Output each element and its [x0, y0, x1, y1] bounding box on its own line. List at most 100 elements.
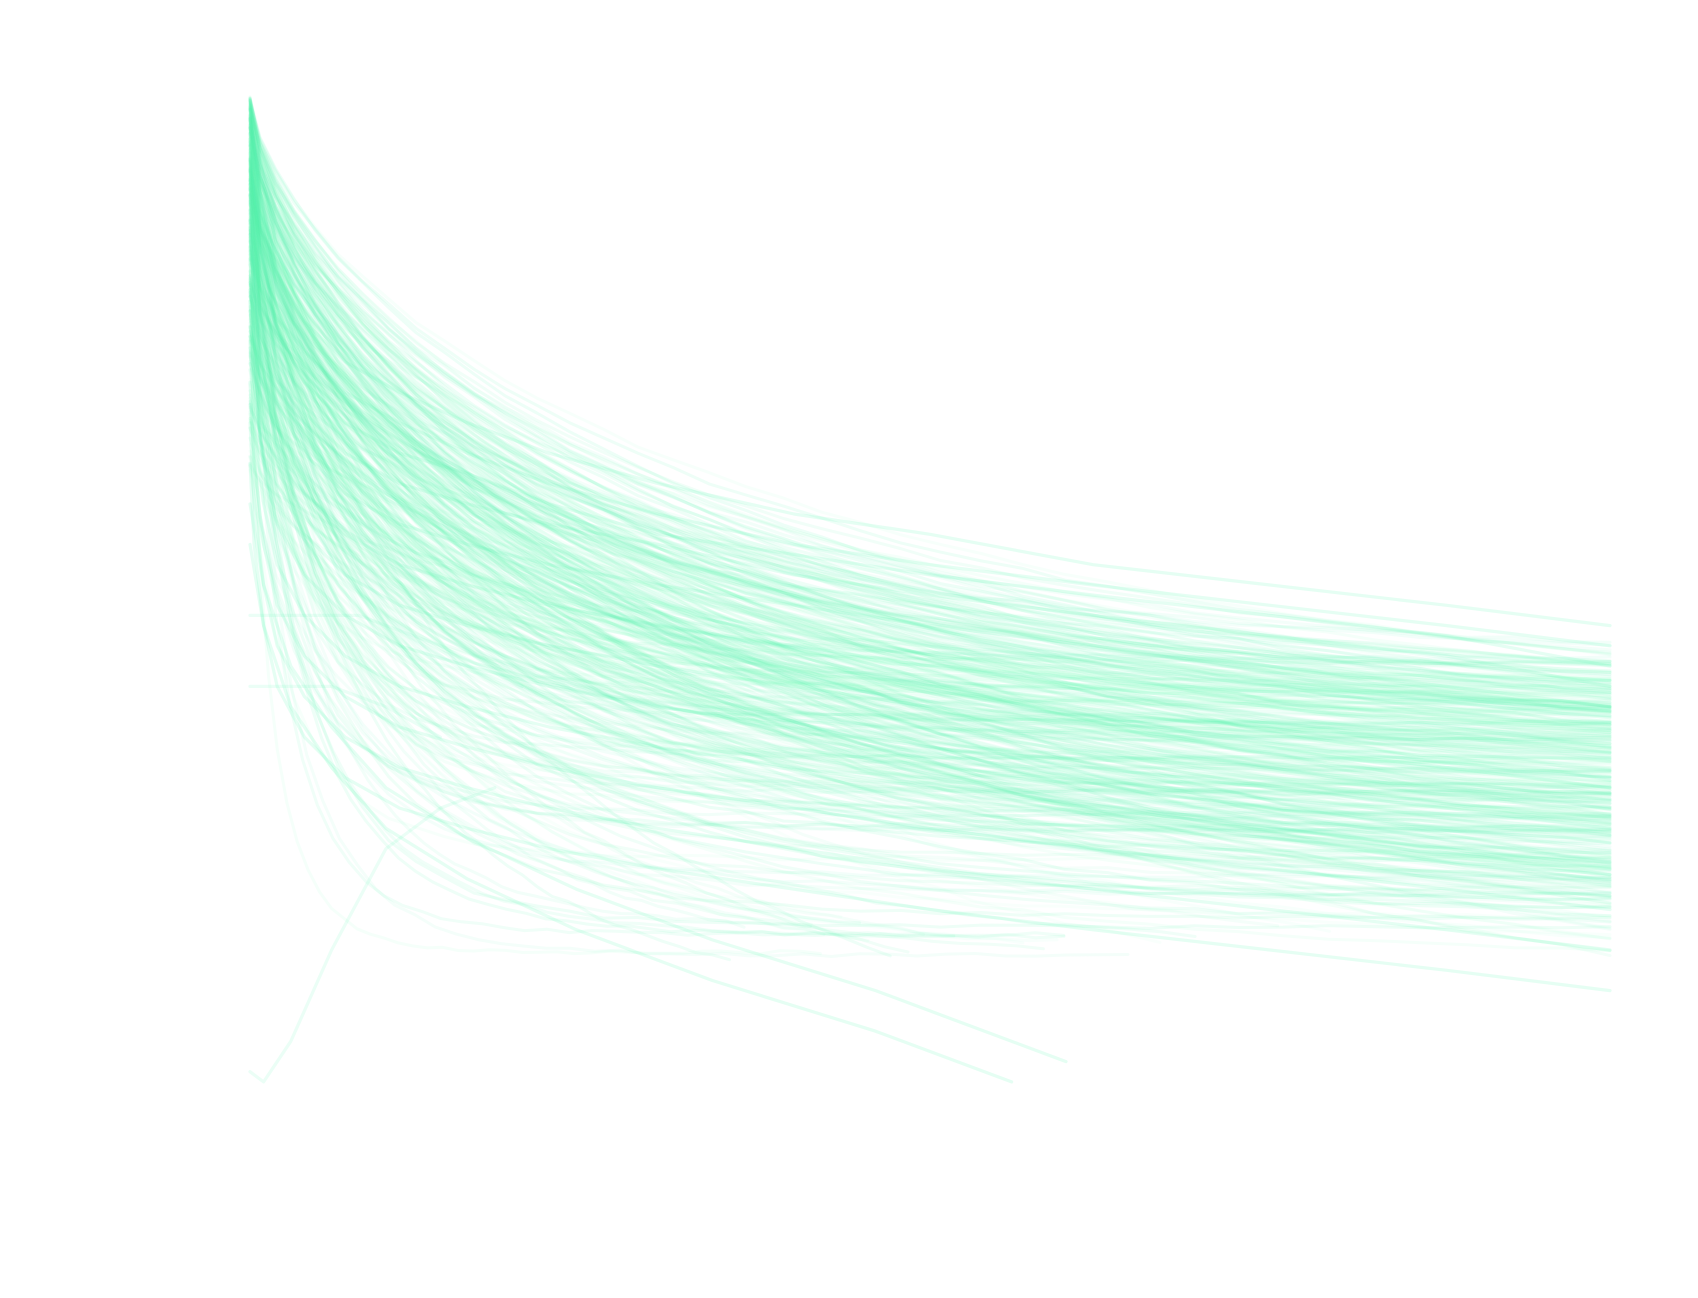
data-series-line [248, 337, 1612, 764]
data-series-line [248, 178, 1612, 888]
data-series-line [248, 461, 1612, 993]
data-series-line [248, 402, 1612, 881]
data-series-line [248, 180, 1612, 869]
data-series-line [248, 152, 1612, 876]
data-series-line [248, 178, 1612, 867]
data-series-line [248, 152, 1612, 697]
data-series-line [248, 139, 1612, 713]
data-series-line [248, 243, 1612, 867]
data-series-line [248, 97, 1612, 755]
data-series-line [248, 132, 1130, 958]
data-series-line [248, 236, 1059, 943]
data-series-line [248, 359, 1612, 743]
data-series-line [248, 155, 1612, 831]
data-series-line [248, 169, 1612, 711]
data-series-line [248, 156, 1612, 789]
data-series-line [248, 160, 1612, 773]
data-series-line [248, 278, 1612, 644]
data-series-line [248, 188, 1612, 691]
data-series-line [248, 104, 1612, 737]
data-series-line [248, 269, 1612, 755]
data-series-line [248, 131, 1612, 801]
data-series-line [248, 119, 1612, 684]
data-series-line [248, 199, 1612, 773]
data-series-line [248, 290, 1612, 744]
data-series-line [248, 193, 1612, 849]
data-series-line [248, 157, 1612, 688]
data-series-line [248, 175, 1612, 859]
data-series-line [248, 206, 1612, 681]
data-series-line [248, 133, 1612, 720]
data-series-line [248, 245, 1612, 796]
data-series-line [248, 335, 1612, 761]
data-series-line [248, 157, 1612, 742]
data-series-line [248, 107, 1612, 879]
data-series-line [248, 281, 1612, 709]
data-series-line [248, 105, 1612, 682]
data-series-line [248, 407, 1612, 664]
data-series-line [248, 114, 1612, 762]
data-series-line [248, 116, 1612, 873]
data-series-line [248, 249, 1612, 775]
data-series-line [248, 122, 1612, 704]
data-series-line [248, 141, 1612, 746]
data-series-line [248, 112, 1612, 889]
data-series-line [248, 280, 1612, 704]
data-series-line [248, 281, 1612, 790]
data-series-line [248, 216, 1612, 880]
data-series-line [248, 238, 1612, 731]
data-series-line [248, 105, 1612, 754]
data-series-line [248, 135, 1612, 834]
data-series-line [248, 187, 1612, 816]
data-series-line [248, 182, 1612, 820]
data-series-line [248, 222, 862, 925]
data-series-line [248, 103, 1612, 792]
data-series-line [248, 158, 1612, 730]
data-series-line [248, 309, 1612, 789]
data-series-line [248, 163, 1612, 898]
data-series-line [248, 412, 1612, 953]
data-series-line [248, 148, 1066, 937]
data-series-line [248, 229, 1612, 870]
data-series-line [248, 99, 1612, 783]
data-series-line [248, 274, 1612, 727]
data-series-line [248, 336, 1612, 735]
data-series-line [248, 258, 1612, 790]
data-series-line [248, 103, 1612, 877]
data-series-line [248, 396, 1612, 706]
data-series-line [248, 240, 1612, 838]
data-series-line [248, 102, 1612, 862]
data-series-line [248, 280, 1612, 860]
data-series-line [248, 148, 1612, 770]
data-series-line [248, 140, 1612, 668]
data-series-line [248, 184, 1612, 712]
data-series-line [248, 210, 1612, 816]
data-series-line [248, 156, 1612, 796]
data-series-line [248, 338, 1612, 741]
data-series-line [248, 106, 1612, 657]
data-series-line [248, 199, 1612, 840]
data-series-line [248, 327, 1612, 759]
data-series-line [248, 288, 1612, 909]
data-series-line [248, 147, 1612, 784]
data-series-line [248, 168, 1280, 928]
data-series-line [248, 168, 1612, 663]
data-series-line [248, 128, 1612, 677]
data-series-line [248, 192, 1612, 666]
data-series-line [248, 389, 1612, 708]
data-series-line [248, 138, 1612, 763]
data-series-line [248, 418, 1612, 751]
data-series-line [248, 121, 1612, 689]
data-series-line [248, 329, 1612, 779]
data-series-line [248, 157, 1612, 940]
data-series-line [248, 393, 1612, 797]
data-series-line [248, 193, 1612, 833]
data-series-line [248, 154, 1612, 883]
data-series-line [248, 288, 1612, 710]
data-series-line [248, 299, 1612, 858]
data-series-line [248, 214, 1612, 667]
data-series-line [248, 186, 1612, 690]
data-series-line [248, 99, 1612, 714]
data-series-line [248, 449, 1612, 723]
data-series-line [248, 126, 1612, 760]
